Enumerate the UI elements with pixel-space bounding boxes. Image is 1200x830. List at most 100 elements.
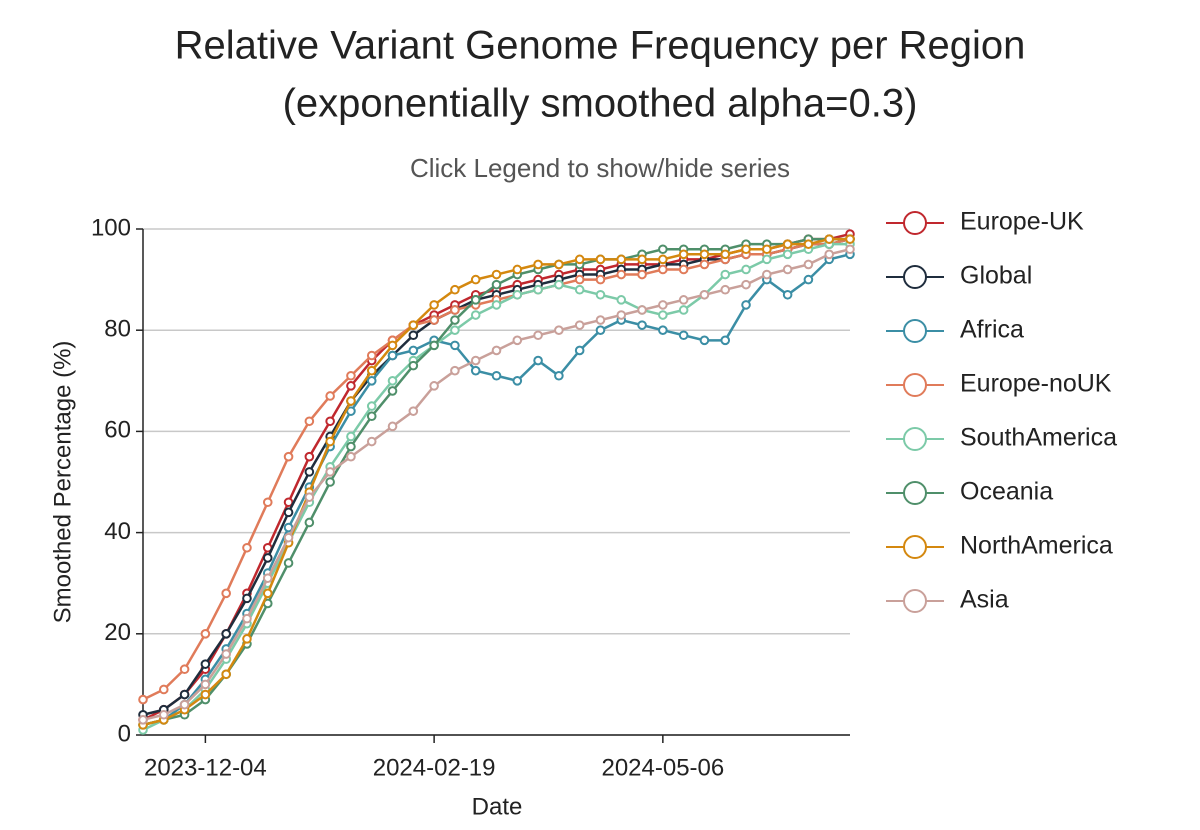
point <box>595 325 606 336</box>
point <box>491 370 502 381</box>
point <box>533 284 543 295</box>
point <box>699 335 710 346</box>
point <box>470 310 481 320</box>
y-tick-label: 40 <box>104 518 131 545</box>
point <box>283 507 294 518</box>
legend-item[interactable]: Oceania <box>886 478 1053 506</box>
legend-item[interactable]: Asia <box>886 586 1009 614</box>
point <box>637 254 647 265</box>
point <box>200 679 211 690</box>
legend-label: Oceania <box>960 478 1053 506</box>
point <box>325 436 335 447</box>
point <box>450 315 460 325</box>
point <box>637 305 647 315</box>
y-axis-label: Smoothed Percentage (%) <box>49 341 76 624</box>
point <box>366 350 377 361</box>
point <box>616 295 627 305</box>
series-line <box>142 237 850 727</box>
point <box>346 381 356 391</box>
point <box>491 300 502 310</box>
legend-item[interactable]: NorthAmerica <box>886 532 1113 560</box>
point <box>845 244 855 255</box>
legend-marker <box>903 535 927 559</box>
point <box>574 284 585 295</box>
point <box>470 295 481 305</box>
legend-marker <box>903 373 927 397</box>
point <box>242 593 252 604</box>
point <box>803 239 814 249</box>
y-tick-label: 0 <box>118 720 131 747</box>
legend-label: Africa <box>960 316 1024 344</box>
point <box>782 289 793 300</box>
point <box>699 289 710 300</box>
point <box>408 406 419 416</box>
point <box>824 234 835 244</box>
point <box>512 335 523 346</box>
x-tick-label: 2024-05-06 <box>601 754 724 781</box>
legend-item[interactable]: Europe-noUK <box>886 370 1112 398</box>
legend-item[interactable]: Europe-UK <box>886 208 1084 236</box>
point <box>803 274 814 285</box>
point <box>574 345 585 356</box>
point <box>408 320 419 330</box>
point <box>304 467 315 477</box>
legend-marker <box>903 427 927 451</box>
legend-marker <box>903 481 927 505</box>
point <box>387 376 398 386</box>
legend-item[interactable]: SouthAmerica <box>886 424 1117 452</box>
point <box>200 659 211 669</box>
y-tick-label: 80 <box>104 316 131 343</box>
legend-item[interactable]: Global <box>886 262 1032 290</box>
point <box>470 365 481 376</box>
series <box>138 244 855 725</box>
point <box>346 431 356 442</box>
y-tick-label: 20 <box>104 619 131 646</box>
point <box>741 279 751 290</box>
point <box>616 254 627 265</box>
y-tick-label: 60 <box>104 417 131 444</box>
point <box>283 451 294 462</box>
point <box>325 477 335 487</box>
point <box>221 588 231 599</box>
point <box>741 244 751 255</box>
series-line <box>142 237 850 727</box>
point <box>429 300 439 310</box>
series <box>138 234 855 730</box>
point <box>491 345 502 356</box>
point <box>762 254 772 265</box>
legend-label: Global <box>960 262 1032 290</box>
point <box>595 254 606 265</box>
point <box>179 664 190 675</box>
point <box>803 259 814 270</box>
point <box>283 532 294 543</box>
point <box>595 289 606 300</box>
point <box>720 249 731 260</box>
point <box>387 350 398 361</box>
point <box>845 234 855 244</box>
point <box>262 588 273 599</box>
point <box>450 340 460 351</box>
point <box>283 558 294 568</box>
point <box>574 274 585 285</box>
chart-subtitle: Click Legend to show/hide series <box>410 153 790 183</box>
legend-label: Europe-UK <box>960 208 1084 236</box>
legend-marker <box>903 265 927 289</box>
point <box>346 451 356 462</box>
point <box>200 689 211 700</box>
point <box>387 386 398 396</box>
point <box>616 310 627 320</box>
y-tick-label: 100 <box>91 214 131 241</box>
point <box>470 274 481 285</box>
point <box>512 376 523 386</box>
legend-item[interactable]: Africa <box>886 316 1024 344</box>
point <box>512 264 523 275</box>
point <box>658 325 668 336</box>
series <box>138 239 855 735</box>
point <box>491 269 502 280</box>
point <box>574 320 585 330</box>
point <box>658 264 668 275</box>
point <box>200 629 211 639</box>
point <box>408 360 419 371</box>
point <box>637 269 647 280</box>
point <box>450 284 460 295</box>
